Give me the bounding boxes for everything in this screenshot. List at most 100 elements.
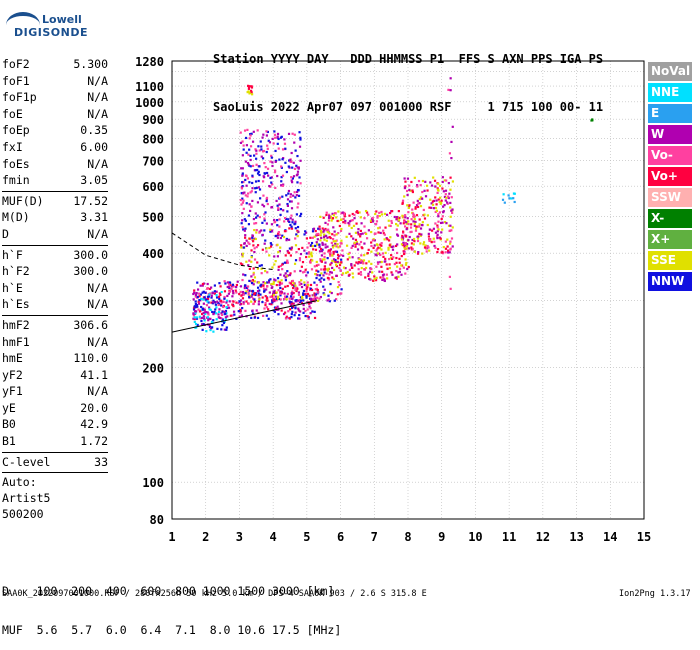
echo-point [268, 254, 271, 257]
echo-point [351, 276, 355, 279]
echo-point [375, 276, 378, 279]
echo-point [294, 284, 297, 287]
echo-point [405, 247, 408, 250]
echo-point [276, 305, 279, 308]
echo-point [198, 310, 202, 313]
echo-point [220, 328, 223, 331]
echo-point [419, 184, 422, 187]
echo-point [200, 323, 204, 326]
echo-point [281, 158, 284, 161]
echo-point [242, 199, 245, 202]
echo-point [280, 135, 283, 138]
parameters-panel: foF2 5.300 foF1 N/A foF1p N/A foE N/A foEp 0.35 fx… [2, 56, 108, 522]
echo-point [412, 220, 415, 223]
echo-point [288, 166, 291, 169]
echo-point [290, 306, 294, 310]
echo-point [241, 197, 244, 200]
echo-point [320, 272, 323, 275]
echo-point [267, 174, 270, 177]
echo-point [444, 199, 447, 202]
echo-point [270, 295, 273, 298]
echo-point [449, 287, 452, 290]
echo-point [276, 224, 279, 227]
echo-point [260, 229, 263, 232]
echo-point [335, 216, 338, 219]
echo-point [331, 217, 335, 220]
echo-point [272, 281, 275, 284]
echo-point [299, 138, 302, 141]
echo-point [209, 328, 212, 332]
echo-point [248, 279, 251, 283]
param-row: hmF2 306.6 [2, 317, 108, 334]
echo-point [451, 180, 454, 183]
echo-point [434, 206, 438, 210]
echo-point [371, 239, 375, 242]
echo-point [239, 290, 242, 294]
echo-point [292, 175, 296, 178]
echo-point [286, 270, 289, 273]
echo-point [374, 212, 377, 216]
echo-point [249, 165, 252, 168]
echo-point [266, 271, 269, 274]
param-value: N/A [87, 73, 108, 88]
echo-point [275, 283, 278, 287]
echo-point [248, 267, 251, 270]
echo-point [370, 241, 373, 244]
echo-point [291, 221, 294, 224]
echo-point [435, 203, 438, 206]
echo-point [387, 219, 390, 222]
echo-point [256, 261, 259, 264]
echo-point [283, 292, 286, 295]
echo-point [203, 296, 206, 299]
echo-point [404, 216, 407, 219]
echo-point [276, 174, 279, 178]
echo-point [437, 215, 440, 218]
echo-point [335, 233, 338, 236]
param-key: foEs [2, 156, 30, 171]
echo-point [321, 227, 324, 230]
echo-point [307, 242, 310, 245]
echo-point [253, 280, 256, 283]
echo-point [279, 208, 283, 211]
echo-point [217, 303, 220, 307]
echo-point [241, 185, 244, 188]
echo-point [275, 306, 278, 310]
echo-point [325, 272, 328, 275]
echo-point [287, 189, 291, 193]
echo-point [281, 263, 284, 266]
echo-point [443, 179, 446, 182]
echo-point [220, 299, 223, 302]
muf-table: D 100 200 400 600 800 1000 1500 3000 [km… [2, 559, 341, 650]
echo-point [263, 242, 266, 245]
param-value: 110.0 [73, 351, 108, 366]
echo-point [246, 192, 250, 195]
echo-point [370, 267, 373, 271]
echo-point [246, 195, 249, 198]
echo-point [206, 300, 209, 303]
echo-point [387, 246, 390, 250]
echo-point [335, 250, 339, 253]
echo-point [279, 264, 282, 268]
echo-point [283, 138, 286, 141]
echo-point [202, 322, 205, 326]
echo-point [288, 238, 291, 241]
param-value: 300.0 [73, 247, 108, 262]
y-tick-label: 900 [142, 113, 164, 127]
echo-point [245, 286, 249, 289]
echo-point [374, 253, 377, 256]
param-key: hmE [2, 351, 23, 366]
echo-point [295, 194, 298, 197]
echo-point [271, 137, 274, 140]
echo-point [414, 206, 417, 209]
echo-point [274, 149, 277, 153]
divider [2, 472, 108, 474]
echo-point [315, 283, 318, 287]
echo-point [357, 272, 360, 275]
param-row: h`E N/A [2, 280, 108, 297]
legend-item-vo: Vo+ [648, 167, 692, 186]
echo-point [383, 238, 386, 241]
echo-point [279, 246, 282, 249]
echo-point [197, 300, 200, 303]
echo-point [436, 236, 439, 240]
echo-point [203, 317, 206, 320]
